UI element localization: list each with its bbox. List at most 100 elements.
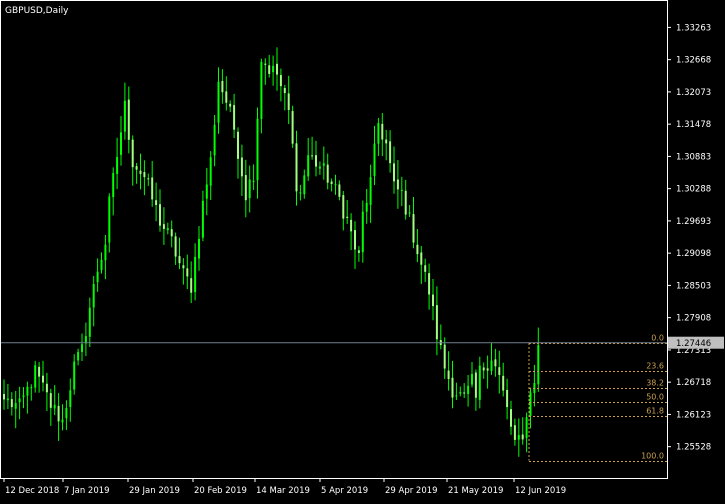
fibo-level-label: 0.0: [651, 334, 664, 343]
chart-frame: [0, 0, 668, 479]
current-price-label: 1.27446: [676, 339, 711, 349]
candle: [131, 135, 134, 186]
candle-body: [451, 377, 454, 398]
candle-body: [73, 361, 76, 390]
candle: [361, 200, 364, 263]
candle: [416, 228, 419, 263]
candle: [424, 258, 427, 282]
y-tick-label: 1.27313: [676, 346, 711, 356]
candle: [237, 127, 239, 179]
candle: [155, 182, 158, 222]
candle-body: [221, 80, 224, 93]
candle: [159, 189, 161, 232]
candle-body: [346, 216, 349, 218]
fibo-level-label: 38.2: [646, 379, 664, 388]
y-tick-label: 1.31478: [676, 120, 711, 130]
candle-body: [478, 365, 481, 400]
candle-body: [303, 175, 306, 195]
candle: [244, 159, 247, 218]
candle: [400, 176, 403, 207]
candle-body: [26, 386, 29, 396]
candle: [393, 146, 395, 194]
candle: [525, 412, 528, 453]
y-tick-label: 1.26718: [676, 378, 711, 388]
candle: [521, 417, 524, 445]
candle: [77, 348, 80, 366]
candle-body: [22, 395, 25, 398]
candle-body: [151, 177, 154, 200]
fibonacci-retracement[interactable]: 0.0 23.6 38.2 50.0 61.8 100.0: [528, 334, 667, 462]
candle-body: [435, 305, 438, 340]
candle-body: [482, 367, 485, 371]
candle-body: [396, 179, 399, 190]
candle: [229, 100, 232, 113]
x-tick-label: 7 Jan 2019: [64, 486, 110, 496]
candle-body: [57, 405, 60, 422]
candle-body: [369, 177, 372, 205]
candle: [190, 261, 193, 304]
candle-body: [350, 219, 353, 232]
candle-body: [233, 105, 236, 130]
candle-body: [365, 202, 368, 212]
candle: [303, 169, 306, 199]
candle-body: [178, 256, 181, 264]
candle-body: [198, 238, 200, 259]
candle-body: [474, 372, 477, 398]
time-axis[interactable]: 12 Dec 2018 7 Jan 2019 29 Jan 2019 20 Feb 2…: [3, 478, 566, 496]
candle: [42, 360, 44, 392]
y-tick-label: 1.29098: [676, 249, 711, 259]
candle: [18, 386, 21, 420]
price-axis[interactable]: 1.33263 1.32668 1.32073 1.31478 1.30883 1.302…: [667, 23, 711, 453]
candle: [506, 378, 509, 420]
candle-body: [506, 389, 509, 408]
candle: [357, 246, 360, 262]
candle: [92, 275, 95, 327]
candle: [127, 86, 130, 154]
candle: [334, 174, 337, 195]
candle: [365, 188, 368, 224]
candle: [264, 58, 267, 85]
candle: [221, 69, 224, 104]
candle: [537, 327, 540, 392]
symbol-title: GBPUSD,Daily: [5, 6, 69, 16]
candle: [350, 213, 353, 251]
candle: [377, 117, 380, 156]
x-tick-label: 29 Jan 2019: [129, 486, 180, 496]
candle-body: [432, 294, 434, 307]
candle-body: [455, 395, 458, 397]
candle-body: [443, 344, 446, 369]
candle: [396, 160, 399, 209]
candle: [61, 404, 64, 431]
candle-body: [287, 93, 290, 111]
candle-body: [123, 100, 126, 132]
candle-body: [486, 368, 489, 371]
candle: [463, 383, 466, 398]
candle-body: [190, 278, 193, 293]
candle: [315, 140, 317, 177]
candle: [3, 379, 5, 410]
candle-body: [268, 65, 271, 74]
candle: [420, 246, 423, 285]
candle-body: [186, 268, 189, 277]
candle-body: [342, 195, 345, 219]
candle-body: [61, 419, 64, 423]
candle: [428, 263, 431, 310]
candle: [198, 225, 200, 271]
candle: [186, 254, 189, 290]
candle-body: [525, 417, 528, 439]
candle: [486, 355, 489, 389]
candle: [38, 362, 41, 393]
fibo-level-label: 23.6: [646, 362, 664, 371]
candle-body: [490, 360, 493, 371]
y-tick-label: 1.26123: [676, 410, 711, 420]
candle-body: [18, 398, 21, 403]
candle: [529, 387, 532, 429]
candle-body: [408, 212, 411, 214]
candle: [435, 286, 438, 356]
y-tick-label: 1.30288: [676, 185, 711, 195]
candle-body: [225, 91, 228, 103]
candle-body: [14, 403, 17, 409]
candle-body: [428, 273, 431, 295]
